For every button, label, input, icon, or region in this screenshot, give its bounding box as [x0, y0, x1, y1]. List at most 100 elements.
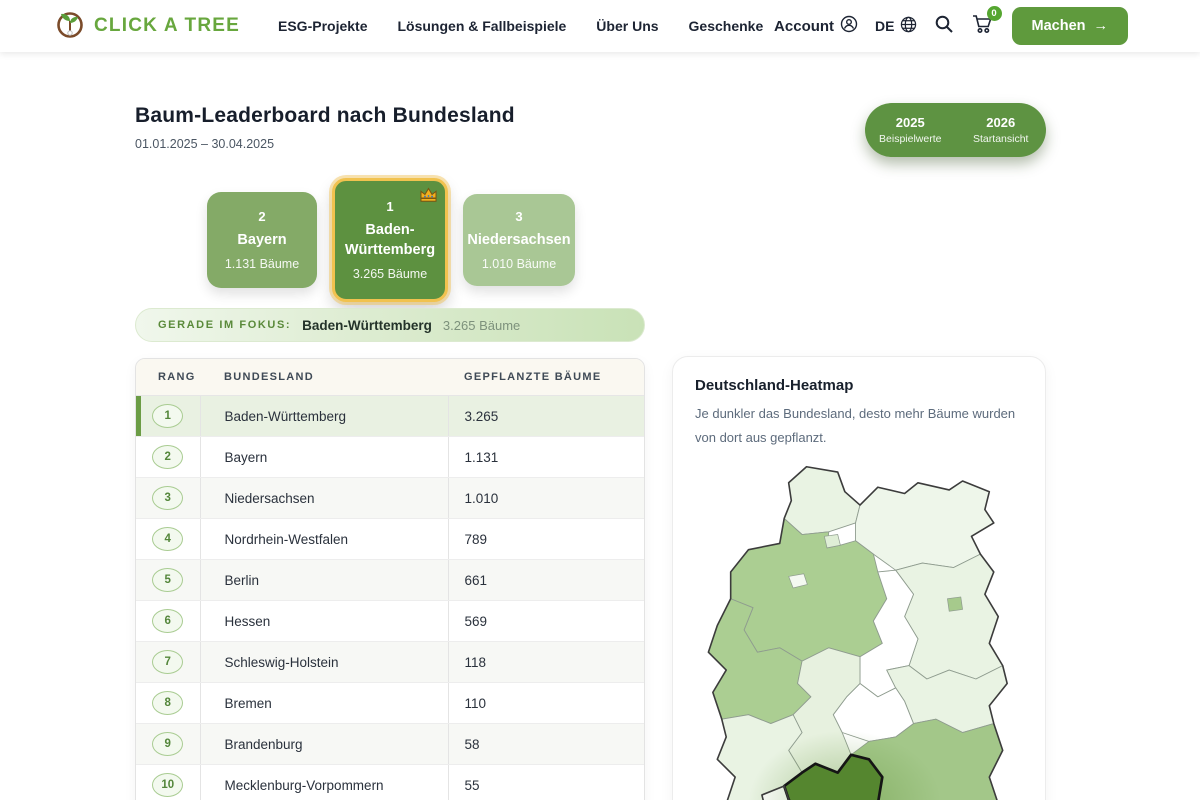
heatmap-subtitle: Je dunkler das Bundesland, desto mehr Bä… — [695, 406, 1016, 446]
map-state-bremen[interactable] — [788, 573, 808, 589]
podium-rank: 3 — [515, 208, 523, 224]
tree-count: 1.010 — [448, 477, 644, 519]
tree-logo-icon — [55, 9, 85, 44]
map-state-brandenburg[interactable] — [895, 553, 1004, 680]
podium-trees: 3.265 Bäume — [352, 267, 428, 282]
toggle-option-2025[interactable]: 2025 Beispielwerte — [865, 103, 956, 157]
search-button[interactable] — [934, 14, 954, 39]
podium-trees: 1.010 Bäume — [481, 257, 557, 272]
table-row: 9 Brandenburg 58 — [136, 723, 644, 765]
table-row: 5 Berlin 661 — [136, 559, 644, 601]
nav-item-esg-projekte[interactable]: ESG-Projekte — [278, 18, 368, 34]
tree-count: 3.265 — [448, 395, 644, 437]
logo[interactable]: CLICK A TREE — [55, 9, 240, 44]
map-state-hamburg[interactable] — [823, 534, 841, 549]
state-name: Baden-Württemberg — [200, 395, 449, 437]
tree-count: 789 — [448, 518, 644, 560]
language-code: DE — [875, 18, 895, 34]
map-state-berlin[interactable] — [947, 596, 963, 612]
state-name: Berlin — [200, 559, 449, 601]
person-icon — [840, 15, 858, 37]
nav-item-loesungen[interactable]: Lösungen & Fallbeispiele — [397, 18, 567, 34]
table-row: 6 Hessen 569 — [136, 600, 644, 642]
crown-icon — [419, 186, 438, 208]
table-header-row: RANG BUNDESLAND GEPFLANZTE BÄUME — [136, 359, 644, 396]
cart-button[interactable]: 0 — [971, 5, 1002, 40]
toggle-option-2026[interactable]: 2026 Startansicht — [956, 103, 1047, 157]
tree-count: 110 — [448, 682, 644, 724]
podium-card-second[interactable]: 2 Bayern 1.131 Bäume — [207, 192, 317, 288]
rank-badge: 7 — [152, 650, 184, 674]
map-state-baden-wuerttemberg[interactable] — [782, 753, 887, 800]
logo-text: CLICK A TREE — [94, 15, 240, 36]
language-switcher[interactable]: DE — [875, 16, 916, 36]
map-state-mecklenburg-vorpommern[interactable] — [855, 480, 995, 571]
podium-state: Baden-Württemberg — [344, 221, 436, 258]
table-row: 7 Schleswig-Holstein 118 — [136, 641, 644, 683]
column-header-bundesland: BUNDESLAND — [200, 359, 448, 396]
germany-outline — [707, 466, 1008, 800]
podium: 2 Bayern 1.131 Bäume 1 Baden-Württemberg… — [207, 178, 577, 302]
tree-count: 661 — [448, 559, 644, 601]
heatmap-title: Deutschland-Heatmap — [695, 377, 854, 394]
rank-badge: 9 — [152, 732, 184, 756]
table-row: 1 Baden-Württemberg 3.265 — [136, 395, 644, 437]
tree-count: 58 — [448, 723, 644, 765]
table-row: 10 Mecklenburg-Vorpommern 55 — [136, 764, 644, 800]
cart-icon — [971, 13, 995, 40]
heatmap-card: Deutschland-Heatmap Je dunkler das Bunde… — [672, 356, 1046, 800]
leaderboard-body: 1 Baden-Württemberg 3.265 2 Bayern 1.131… — [136, 395, 644, 800]
state-name: Schleswig-Holstein — [200, 641, 449, 683]
focus-state: Baden-Württemberg — [302, 317, 432, 333]
podium-state: Niedersachsen — [467, 231, 571, 248]
podium-card-third[interactable]: 3 Niedersachsen 1.010 Bäume — [463, 194, 575, 286]
rank-badge: 3 — [152, 486, 184, 510]
site-header: CLICK A TREE ESG-Projekte Lösungen & Fal… — [0, 0, 1200, 52]
nav-item-geschenke[interactable]: Geschenke — [688, 18, 764, 34]
date-range: 01.01.2025 – 30.04.2025 — [135, 137, 275, 151]
toggle-caption: Startansicht — [973, 133, 1029, 145]
table-row: 3 Niedersachsen 1.010 — [136, 477, 644, 519]
page-title: Baum-Leaderboard nach Bundesland — [135, 104, 515, 127]
table-row: 8 Bremen 110 — [136, 682, 644, 724]
podium-rank: 1 — [386, 198, 394, 214]
tree-count: 55 — [448, 764, 644, 800]
podium-state: Bayern — [237, 231, 287, 248]
main-nav: ESG-Projekte Lösungen & Fallbeispiele Üb… — [278, 18, 763, 34]
account-label: Account — [774, 17, 835, 35]
rank-badge: 10 — [152, 773, 184, 797]
cart-count-badge: 0 — [986, 5, 1002, 21]
tree-count: 569 — [448, 600, 644, 642]
state-name: Mecklenburg-Vorpommern — [200, 764, 449, 800]
state-name: Hessen — [200, 600, 449, 642]
focus-bar: GERADE IM FOKUS: Baden-Württemberg 3.265… — [135, 308, 645, 342]
rank-badge: 6 — [152, 609, 184, 633]
rank-badge: 5 — [152, 568, 184, 592]
germany-heatmap-map — [707, 466, 1008, 800]
account-button[interactable]: Account — [774, 15, 858, 37]
tree-count: 118 — [448, 641, 644, 683]
column-header-rang: RANG — [136, 359, 200, 396]
machen-button[interactable]: Machen → — [1011, 7, 1128, 45]
state-name: Niedersachsen — [200, 477, 449, 519]
table-row: 2 Bayern 1.131 — [136, 436, 644, 478]
arrow-right-icon: → — [1093, 18, 1109, 34]
tree-count: 1.131 — [448, 436, 644, 478]
state-name: Nordrhein-Westfalen — [200, 518, 449, 560]
machen-label: Machen — [1031, 18, 1086, 34]
leaderboard-table: RANG BUNDESLAND GEPFLANZTE BÄUME 1 Baden… — [135, 358, 645, 800]
search-icon — [934, 14, 954, 39]
table-row: 4 Nordrhein-Westfalen 789 — [136, 518, 644, 560]
podium-rank: 2 — [258, 208, 266, 224]
state-name: Bayern — [200, 436, 449, 478]
nav-item-ueber-uns[interactable]: Über Uns — [596, 18, 659, 34]
focus-label: GERADE IM FOKUS: — [158, 319, 292, 331]
toggle-year-label: 2026 — [986, 115, 1016, 130]
year-toggle: 2025 Beispielwerte 2026 Startansicht — [865, 103, 1046, 157]
state-name: Bremen — [200, 682, 449, 724]
rank-badge: 1 — [152, 404, 184, 428]
state-name: Brandenburg — [200, 723, 449, 765]
column-header-baeume: GEPFLANZTE BÄUME — [448, 359, 644, 396]
podium-card-first[interactable]: 1 Baden-Württemberg 3.265 Bäume — [332, 178, 448, 302]
